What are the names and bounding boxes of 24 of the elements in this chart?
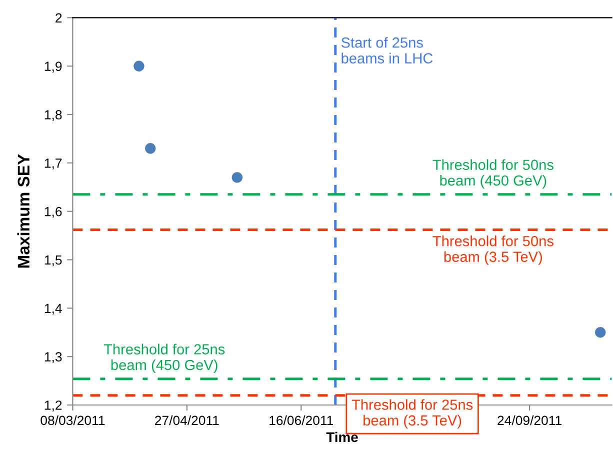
point bbox=[595, 327, 606, 338]
y-tick-label: 1,8 bbox=[44, 110, 62, 121]
y-tick-label: 1,3 bbox=[44, 352, 62, 364]
ref-line-label: Threshold for 25ns beam (3.5 TeV) bbox=[352, 399, 473, 428]
point bbox=[145, 143, 156, 154]
y-tick-label: 1,5 bbox=[44, 255, 62, 266]
ref-line-label: Threshold for 50ns beam (450 GeV) bbox=[432, 159, 554, 189]
point bbox=[134, 60, 144, 72]
y-axis-title: Maximum SEY bbox=[17, 154, 30, 268]
point bbox=[232, 172, 243, 183]
y-tick-label: 1,9 bbox=[44, 62, 62, 73]
x-tick-label: 16/06/2011 bbox=[270, 415, 334, 426]
y-tick-label: 1,2 bbox=[44, 400, 62, 412]
ref-line-label: Start of 25ns beams in LHC bbox=[341, 37, 433, 64]
x-tick-label: 08/03/2011 bbox=[40, 415, 105, 426]
y-tick-label: 2 bbox=[56, 13, 62, 22]
y-tick-label: 1,6 bbox=[44, 206, 62, 218]
x-axis-title: Time bbox=[326, 432, 358, 442]
ref-line-label: Threshold for 50ns beam (3.5 TeV) bbox=[432, 236, 554, 265]
y-tick-label: 1,7 bbox=[44, 158, 62, 170]
y-tick-label: 1,4 bbox=[44, 304, 62, 315]
x-tick-label: 27/04/2011 bbox=[155, 415, 219, 426]
x-tick-label: 24/09/2011 bbox=[498, 415, 562, 426]
ref-line-label: Threshold for 25ns beam (450 GeV) bbox=[104, 344, 225, 374]
